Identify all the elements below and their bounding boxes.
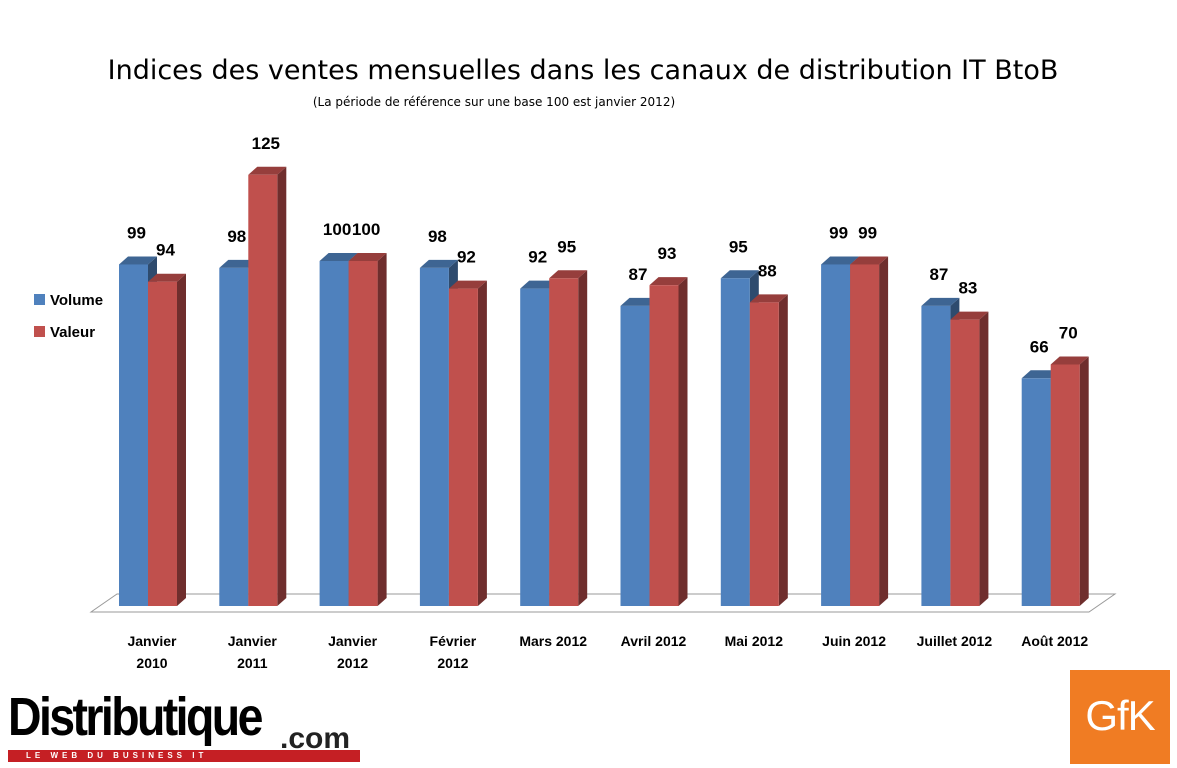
data-labels-group: 99 94 98 125 100 100 98 92 92 95 87 93 95 88 99 99 87 83 6… <box>127 134 1078 357</box>
data-label-valeur-8: 83 <box>958 279 977 298</box>
legend: Volume Valeur <box>34 292 103 341</box>
x-tick-label-4: Mars 2012 <box>519 633 587 649</box>
x-tick-label-8: Juillet 2012 <box>917 633 993 649</box>
data-label-volume-5: 87 <box>629 265 648 284</box>
bar-valeur-6 <box>749 294 788 606</box>
distributique-logo-suffix: .com <box>280 722 351 755</box>
x-tick-label-3-line2: 2012 <box>437 655 468 671</box>
x-tick-labels-group: Janvier 2010 Janvier 2011 Janvier 2012 Février… <box>127 633 1088 671</box>
bar-valeur-9 <box>1050 356 1089 606</box>
data-label-volume-4: 92 <box>528 248 547 267</box>
bar-valeur-0 <box>148 273 186 606</box>
data-label-valeur-6: 88 <box>758 261 777 280</box>
legend-label-valeur: Valeur <box>50 324 95 341</box>
legend-swatch-volume <box>34 294 45 305</box>
bar-valeur-1 <box>248 166 287 606</box>
bar-valeur-7 <box>850 256 889 606</box>
x-tick-label-2: Janvier <box>328 633 378 649</box>
distributique-logo-text: Distributique <box>8 687 263 747</box>
x-tick-label-3: Février <box>430 633 477 649</box>
bar-valeur-5 <box>649 277 688 606</box>
data-label-valeur-1: 125 <box>252 134 280 153</box>
x-tick-label-2-line2: 2012 <box>337 655 368 671</box>
x-tick-label-1-line2: 2011 <box>237 655 268 671</box>
bar-valeur-3 <box>448 280 487 606</box>
data-label-volume-9: 66 <box>1030 337 1049 356</box>
gfk-logo-text: GfK <box>1085 692 1155 739</box>
data-label-volume-1: 98 <box>227 227 246 246</box>
data-label-volume-3: 98 <box>428 227 447 246</box>
legend-label-volume: Volume <box>50 292 103 309</box>
chart-title: Indices des ventes mensuelles dans les c… <box>108 55 1059 86</box>
gfk-logo: GfK <box>1070 670 1170 764</box>
data-label-valeur-7: 99 <box>858 223 877 242</box>
bar-volume-9 <box>1021 370 1060 606</box>
data-label-volume-2: 100 <box>323 220 351 239</box>
data-label-valeur-9: 70 <box>1059 324 1078 343</box>
x-tick-label-0: Janvier <box>127 633 177 649</box>
data-label-valeur-3: 92 <box>457 248 476 267</box>
data-label-valeur-2: 100 <box>352 220 380 239</box>
bar-valeur-4 <box>549 270 588 606</box>
legend-swatch-valeur <box>34 326 45 337</box>
data-label-valeur-5: 93 <box>658 244 677 263</box>
chart-subtitle: (La période de référence sur une base 10… <box>313 95 675 109</box>
x-tick-label-5: Avril 2012 <box>621 633 687 649</box>
bar-valeur-2 <box>348 253 387 606</box>
data-label-volume-0: 99 <box>127 223 146 242</box>
x-tick-label-7: Juin 2012 <box>822 633 886 649</box>
x-tick-label-0-line2: 2010 <box>136 655 167 671</box>
data-label-volume-6: 95 <box>729 237 748 256</box>
x-tick-label-1: Janvier <box>228 633 278 649</box>
data-label-valeur-0: 94 <box>156 241 175 260</box>
bars-group <box>119 166 1089 606</box>
bar-valeur-8 <box>950 311 989 606</box>
data-label-volume-7: 99 <box>829 223 848 242</box>
x-tick-label-9: Août 2012 <box>1021 633 1088 649</box>
data-label-volume-8: 87 <box>929 265 948 284</box>
distributique-logo: Distributique .com LE WEB DU BUSINESS IT <box>8 690 368 764</box>
distributique-logo-tagline: LE WEB DU BUSINESS IT <box>8 750 360 762</box>
x-tick-label-6: Mai 2012 <box>725 633 784 649</box>
data-label-valeur-4: 95 <box>557 237 576 256</box>
